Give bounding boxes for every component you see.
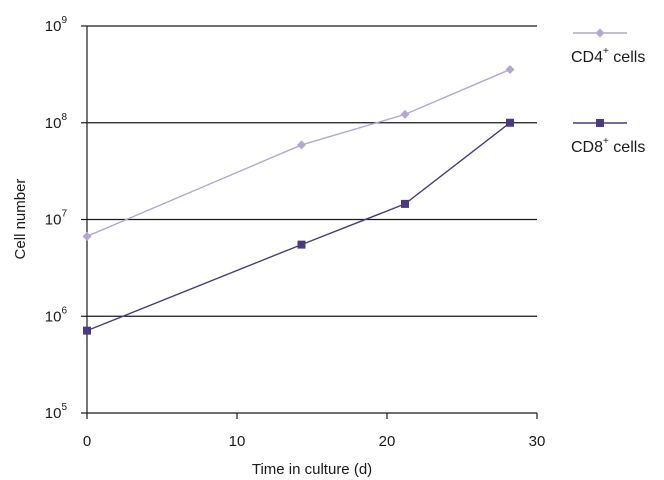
data-point-cd8 [83, 326, 91, 335]
data-point-cd8 [297, 240, 306, 249]
data-point-cd4 [297, 140, 306, 150]
data-point-cd4 [400, 109, 410, 119]
series-line-cd8 [86, 122, 511, 332]
y-tick-label: 108 [45, 112, 68, 132]
x-tick-labels: 0 10 20 30 [83, 413, 546, 450]
legend-marker-cd8 [596, 119, 604, 127]
x-tick-label: 0 [83, 433, 91, 450]
series-cd4 [82, 65, 515, 241]
data-point-cd4 [82, 231, 92, 241]
legend-marker-cd4 [595, 28, 605, 38]
legend-label-cd8: CD8+ cells [571, 136, 645, 156]
y-tick-label: 106 [45, 305, 68, 325]
gridlines [87, 25, 537, 317]
x-tick-label: 10 [229, 433, 246, 450]
x-tick-label: 30 [529, 433, 546, 450]
y-axis-title: Cell number [12, 179, 29, 260]
data-point-cd8 [506, 118, 514, 127]
data-point-cd8 [401, 199, 409, 208]
y-tick-label: 107 [45, 209, 68, 229]
legend: CD4+ cells CD8+ cells [571, 28, 645, 156]
x-axis-title: Time in culture (d) [252, 461, 372, 478]
legend-label-cd4: CD4+ cells [571, 46, 645, 66]
y-tick-labels: 105 106 107 108 109 [45, 15, 87, 422]
y-tick-label: 105 [45, 402, 68, 422]
legend-item-cd8: CD8+ cells [571, 119, 645, 156]
data-point-cd4 [505, 65, 515, 75]
series-group [82, 65, 515, 335]
series-line-cd4 [86, 68, 511, 237]
series-cd8 [83, 118, 514, 335]
legend-item-cd4: CD4+ cells [571, 28, 645, 66]
y-tick-label: 109 [45, 15, 68, 35]
x-tick-label: 20 [379, 433, 396, 450]
